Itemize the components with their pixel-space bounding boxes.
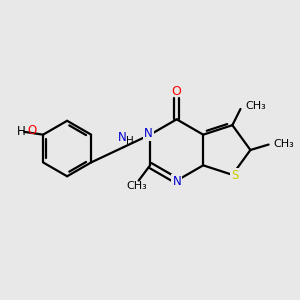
- Text: N: N: [144, 127, 153, 140]
- Text: CH₃: CH₃: [127, 182, 148, 191]
- Text: H: H: [126, 136, 134, 146]
- Text: O: O: [27, 124, 36, 137]
- Text: CH₃: CH₃: [274, 139, 295, 149]
- Text: N: N: [172, 175, 181, 188]
- Text: H: H: [17, 125, 26, 138]
- Text: S: S: [231, 169, 238, 182]
- Text: O: O: [172, 85, 182, 98]
- Text: N: N: [118, 131, 127, 144]
- Text: CH₃: CH₃: [246, 101, 266, 111]
